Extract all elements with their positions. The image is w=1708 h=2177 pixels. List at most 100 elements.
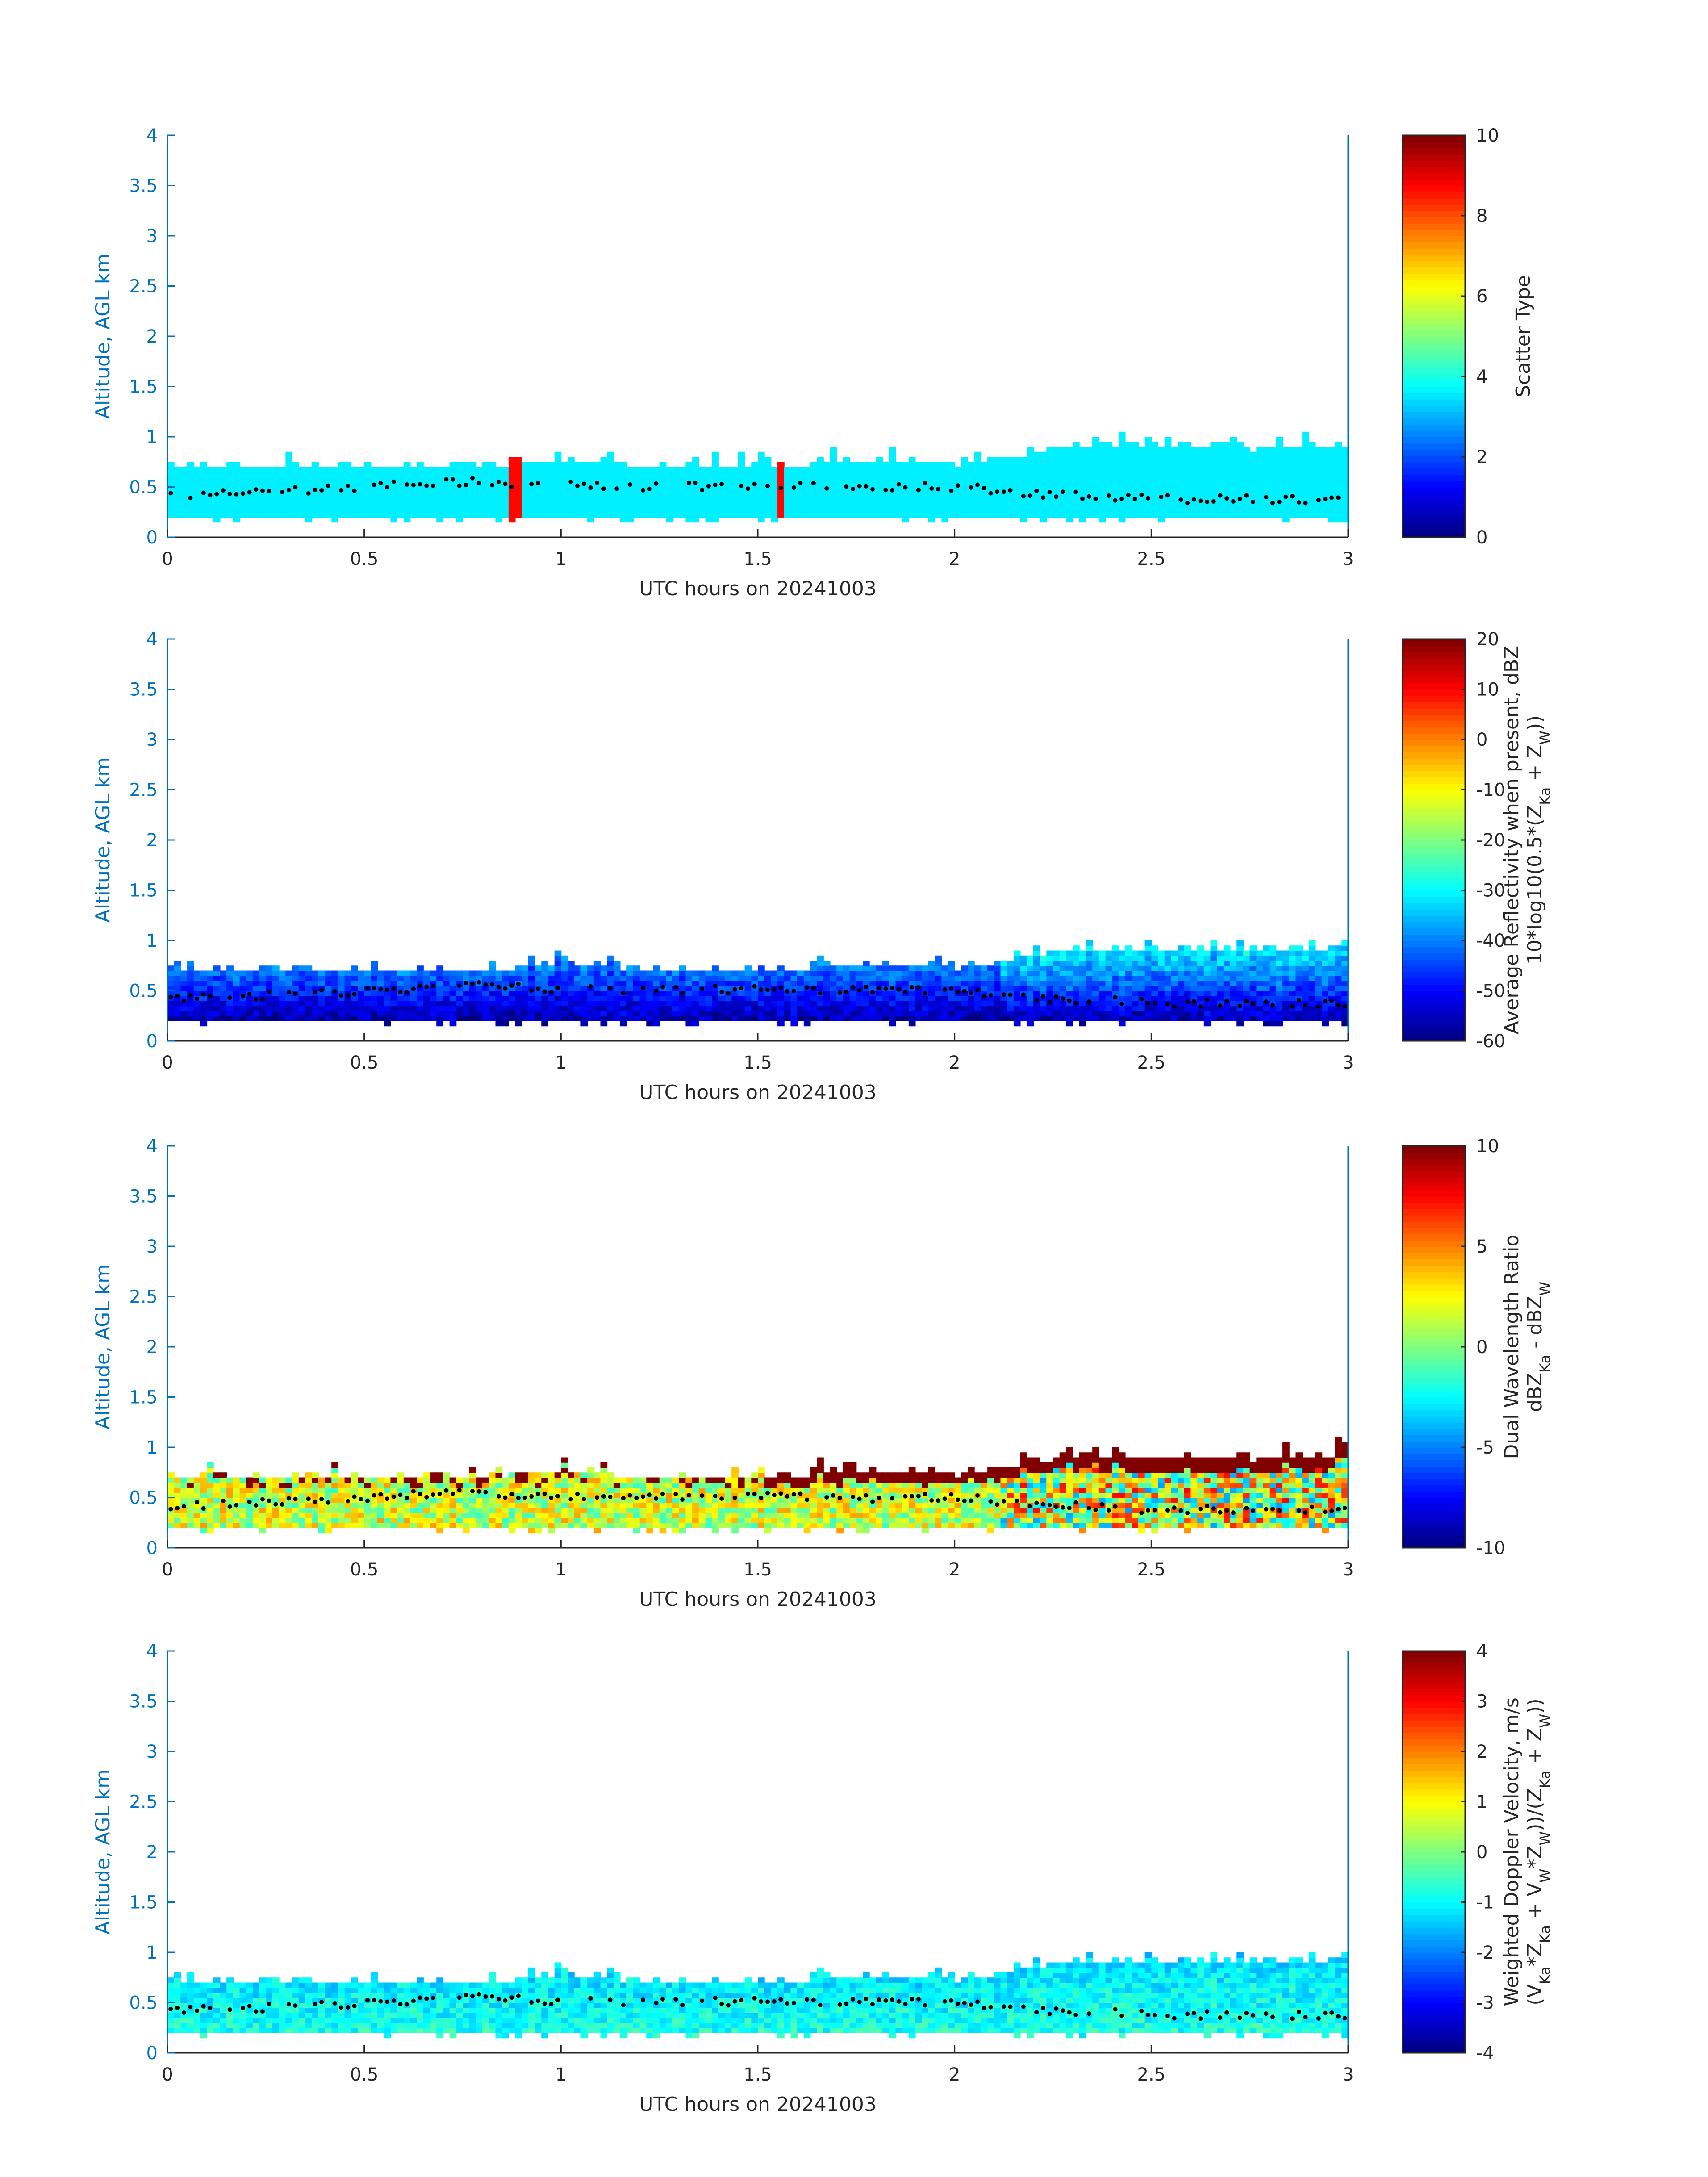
heatmap-cell [377, 502, 384, 508]
heatmap-cell [1151, 1015, 1159, 1021]
heatmap-cell [1178, 1011, 1185, 1016]
heatmap-cell [456, 467, 463, 472]
heatmap-cell [167, 502, 175, 508]
heatmap-cell [279, 512, 286, 518]
heatmap-cell [908, 1001, 916, 1007]
heatmap-cell [508, 975, 516, 981]
heatmap-cell [784, 981, 791, 986]
heatmap-cell [790, 1015, 798, 1021]
heatmap-cell [430, 507, 437, 513]
colorbar-segment [1403, 790, 1465, 797]
heatmap-cell [1282, 477, 1290, 483]
heatmap-cell [1164, 482, 1172, 488]
heatmap-cell [1079, 1011, 1086, 1016]
heatmap-cell [915, 981, 923, 986]
heatmap-cell [685, 1021, 693, 1027]
heatmap-cell [607, 955, 614, 961]
heatmap-cell [869, 472, 877, 477]
heatmap-cell [1203, 472, 1211, 477]
heatmap-cell [1059, 502, 1067, 508]
heatmap-cell [1328, 462, 1336, 468]
heatmap-cell [705, 1006, 713, 1011]
heatmap-cell [1289, 965, 1296, 971]
heatmap-cell [1210, 970, 1218, 976]
heatmap-cell [1178, 442, 1185, 447]
heatmap-cell [836, 981, 844, 986]
heatmap-cell [777, 995, 785, 1001]
heatmap-cell [1315, 467, 1323, 472]
heatmap-cell [167, 1006, 175, 1011]
heatmap-cell [1308, 512, 1316, 518]
heatmap-cell [1197, 507, 1204, 513]
heatmap-cell [528, 462, 535, 468]
heatmap-cell [1249, 986, 1257, 991]
heatmap-cell [639, 467, 647, 472]
data-point [1205, 997, 1210, 1002]
data-point [877, 985, 881, 990]
heatmap-cell [803, 1021, 811, 1027]
heatmap-cell [1197, 990, 1204, 996]
heatmap-cell [233, 981, 240, 986]
heatmap-cell [1079, 487, 1086, 493]
data-point [286, 990, 291, 995]
heatmap-cell [1027, 467, 1034, 472]
heatmap-cell [981, 492, 988, 497]
heatmap-cell [292, 1015, 299, 1021]
heatmap-cell [1302, 492, 1309, 497]
heatmap-cell [1230, 955, 1237, 961]
heatmap-cell [790, 502, 798, 508]
heatmap-cell [1164, 502, 1172, 508]
heatmap-cell [239, 482, 247, 488]
colorbar-segment [1403, 1034, 1465, 1041]
heatmap-cell [1197, 995, 1204, 1001]
heatmap-cell [948, 477, 955, 483]
heatmap-cell [646, 995, 653, 1001]
heatmap-cell [1184, 442, 1191, 447]
heatmap-cell [764, 472, 772, 477]
heatmap-cell [174, 965, 181, 971]
heatmap-cell [1276, 451, 1283, 457]
colorbar-segment [1403, 317, 1465, 324]
heatmap-cell [252, 1497, 260, 1503]
heatmap-cell [1276, 975, 1283, 981]
heatmap-cell [1217, 986, 1224, 991]
heatmap-cell [252, 477, 260, 483]
heatmap-cell [312, 502, 319, 508]
heatmap-cell [351, 995, 358, 1001]
data-point [923, 481, 927, 486]
colorbar-frame [1402, 134, 1466, 538]
heatmap-cell [1118, 955, 1126, 961]
heatmap-cell [1322, 961, 1329, 966]
heatmap-cell [666, 1006, 673, 1011]
heatmap-cell [863, 990, 870, 996]
heatmap-cell [357, 990, 365, 996]
heatmap-cell [941, 990, 948, 996]
heatmap-cell [725, 507, 732, 513]
heatmap-cell [620, 1015, 627, 1021]
heatmap-cell [751, 462, 758, 468]
heatmap-cell [1302, 965, 1309, 971]
data-point [430, 984, 435, 989]
colorbar-segment [1403, 336, 1465, 343]
heatmap-cell [1053, 950, 1060, 956]
heatmap-cell [574, 995, 581, 1001]
heatmap-cell [961, 462, 969, 468]
heatmap-cell [1073, 981, 1080, 986]
heatmap-cell [1295, 507, 1303, 513]
heatmap-cell [981, 1006, 988, 1011]
heatmap-cell [1098, 497, 1106, 503]
heatmap-cell [908, 467, 916, 472]
heatmap-cell [889, 447, 896, 452]
data-point [916, 488, 921, 493]
heatmap-cell [482, 1015, 489, 1021]
heatmap-cell [1256, 965, 1264, 971]
heatmap-cell [659, 1006, 667, 1011]
heatmap-cell [1013, 995, 1021, 1001]
heatmap-cell [1073, 442, 1080, 447]
heatmap-cell [561, 965, 568, 971]
data-point [739, 986, 744, 990]
heatmap-cell [639, 1015, 647, 1021]
heatmap-cell [1203, 990, 1211, 996]
heatmap-cell [810, 1011, 818, 1016]
heatmap-cell [220, 477, 227, 483]
